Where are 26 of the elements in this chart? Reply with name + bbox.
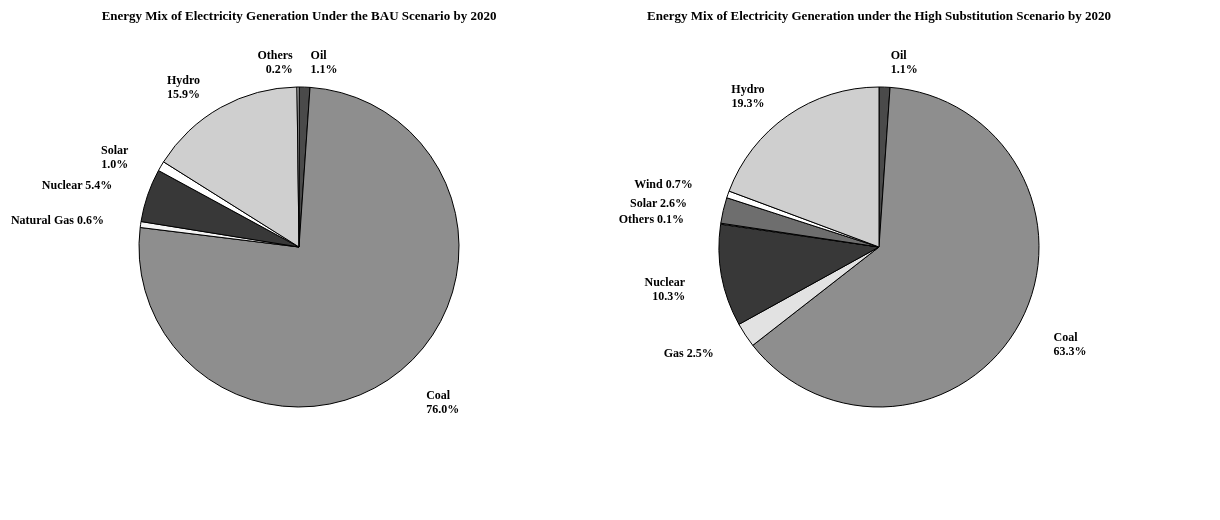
slice-label: Coal [1053, 330, 1079, 345]
slice-label: Oil [310, 48, 328, 63]
slice-label: Oil [890, 48, 908, 63]
slice-label: Hydro [731, 82, 765, 97]
slice-label: Solar 2.6% [629, 196, 688, 211]
slice-label: Hydro [166, 72, 201, 87]
data-label: 1.1% [310, 62, 338, 77]
data-label: 0.2% [265, 62, 293, 76]
data-label: 76.0% [426, 402, 460, 417]
slice-label: Nuclear [644, 274, 686, 289]
data-label: 10.3% [652, 288, 686, 303]
slice-label: Nuclear 5.4% [41, 177, 113, 192]
slice-label: Gas 2.5% [663, 345, 714, 360]
slice-label: Natural Gas 0.6% [10, 213, 104, 227]
data-label: 19.3% [731, 96, 765, 111]
data-label: 63.3% [1053, 344, 1087, 359]
slice-label: Coal [426, 388, 451, 403]
data-label: 1.0% [101, 156, 129, 171]
chart-title: Energy Mix of Electricity Generation under the High Substitution Scenario by 2020 [647, 8, 1111, 23]
data-label: 15.9% [167, 86, 201, 101]
data-label: 1.1% [890, 62, 918, 77]
slice-label: Wind 0.7% [634, 176, 693, 191]
slice-label: Others [257, 48, 294, 62]
slice-label: Others 0.1% [618, 212, 685, 227]
chart-title: Energy Mix of Electricity Generation Under the BAU Scenario by 2020 [101, 8, 497, 23]
slice-label: Solar [100, 142, 129, 157]
